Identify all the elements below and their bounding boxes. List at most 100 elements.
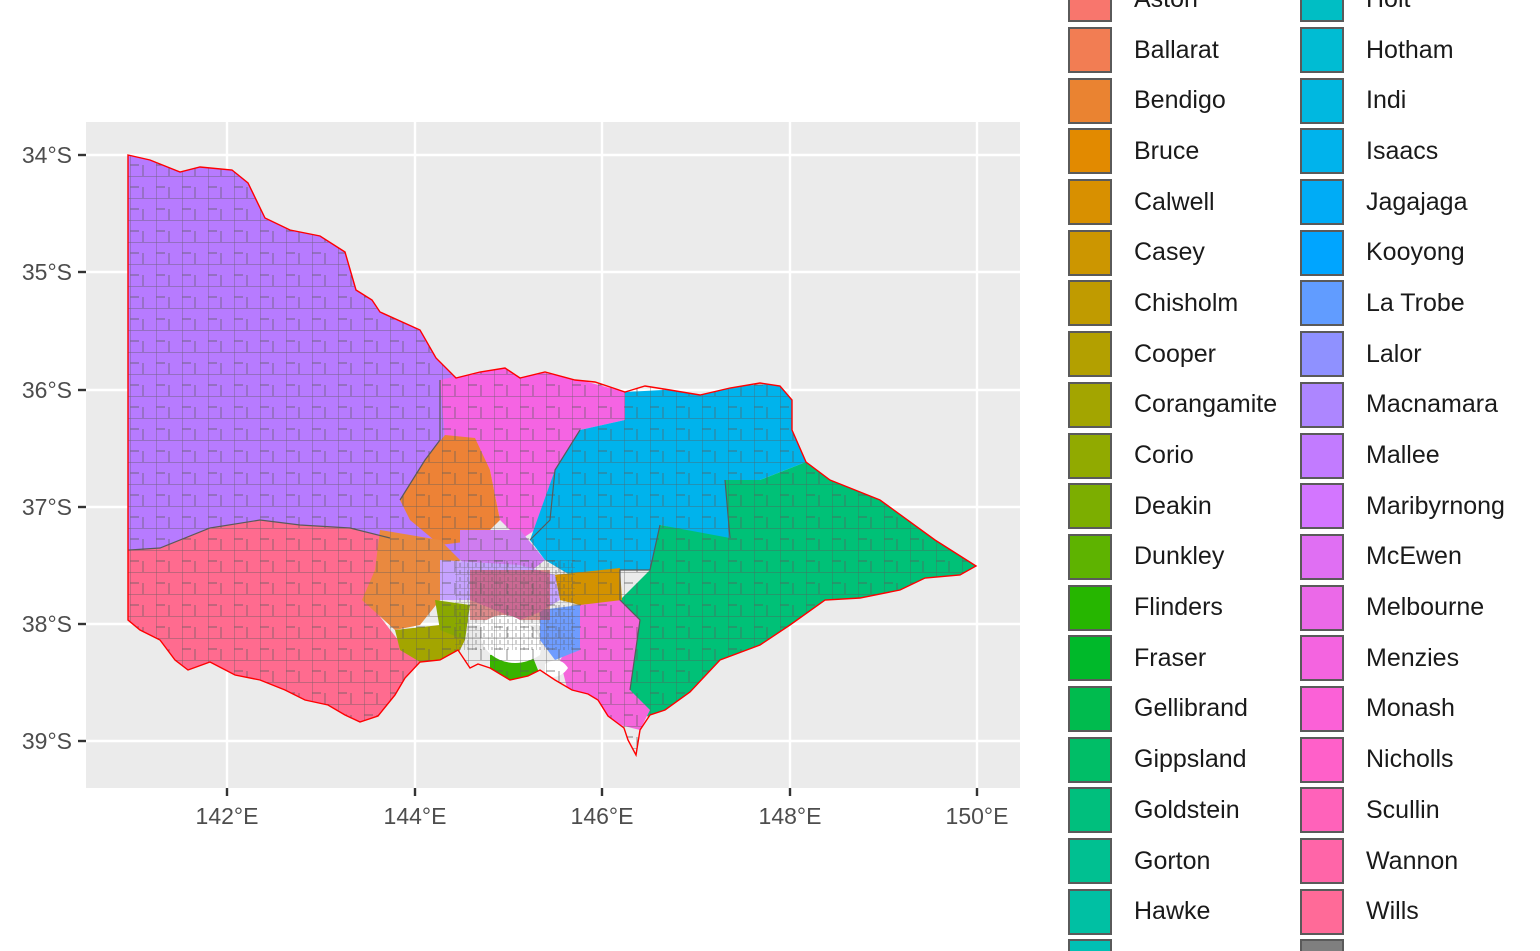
y-tick-label: 34°S [22, 142, 72, 168]
legend-item: Indi [1300, 75, 1505, 126]
legend-item: Lalor [1300, 329, 1505, 380]
legend-label: Indi [1366, 86, 1407, 115]
legend-swatch [1068, 280, 1112, 327]
legend-swatch [1300, 838, 1344, 885]
legend-swatch [1300, 128, 1344, 175]
legend-item: Corangamite [1068, 380, 1277, 431]
legend-label: Jagajaga [1366, 187, 1468, 216]
legend-item: Mallee [1300, 430, 1505, 481]
legend-swatch [1300, 381, 1344, 428]
legend-label: Mallee [1366, 441, 1440, 470]
legend-label: Lalor [1366, 339, 1422, 368]
legend-label: Hotham [1366, 35, 1454, 64]
legend-swatch [1300, 0, 1344, 23]
legend-item: Holt [1300, 0, 1505, 25]
legend-item: Bruce [1068, 126, 1277, 177]
legend-item: Jagajaga [1300, 177, 1505, 228]
legend-swatch [1300, 280, 1344, 327]
legend-label: Ballarat [1134, 35, 1219, 64]
legend-swatch [1300, 432, 1344, 479]
legend-item: Gorton [1068, 836, 1277, 887]
legend-swatch [1300, 483, 1344, 530]
legend-swatch [1068, 888, 1112, 935]
legend-item: Gellibrand [1068, 684, 1277, 735]
legend-swatch [1300, 736, 1344, 783]
legend-item: Ballarat [1068, 25, 1277, 76]
legend-label: Fraser [1134, 643, 1207, 672]
legend-item: Flinders [1068, 582, 1277, 633]
legend-item: Chisholm [1068, 278, 1277, 329]
legend-item: Hawke [1068, 886, 1277, 937]
legend-item: Maribyrnong [1300, 481, 1505, 532]
legend-item [1300, 937, 1505, 951]
legend-label: Menzies [1366, 643, 1460, 672]
y-tick-label: 36°S [22, 377, 72, 403]
legend-item: Corio [1068, 430, 1277, 481]
legend-swatch [1068, 635, 1112, 682]
legend-item: La Trobe [1300, 278, 1505, 329]
legend-swatch [1300, 229, 1344, 276]
electorate-boundaries [128, 380, 731, 691]
legend-swatch [1068, 533, 1112, 580]
legend-label: Holt [1366, 0, 1410, 14]
legend-item: Wannon [1300, 836, 1505, 887]
legend-swatch [1300, 787, 1344, 834]
legend-label: Aston [1134, 0, 1198, 14]
legend-label: Kooyong [1366, 238, 1465, 267]
legend-swatch [1068, 128, 1112, 175]
legend-label: Monash [1366, 694, 1455, 723]
legend-swatch [1300, 179, 1344, 226]
legend-swatch [1068, 381, 1112, 428]
legend: Aston Ballarat Bendigo Bruce Calwell Casey Chi… [1068, 0, 1540, 951]
legend-item: Dunkley [1068, 532, 1277, 583]
legend-column-2: Holt Hotham Indi Isaacs Jagajaga Kooyong La Tr… [1300, 0, 1505, 951]
legend-item: Scullin [1300, 785, 1505, 836]
legend-item: Monash [1300, 684, 1505, 735]
legend-label: Hawke [1134, 897, 1211, 926]
legend-item: Kooyong [1300, 227, 1505, 278]
legend-item: Fraser [1068, 633, 1277, 684]
legend-swatch [1300, 77, 1344, 124]
legend-item: Casey [1068, 227, 1277, 278]
x-tick-label: 146°E [571, 803, 634, 829]
legend-label: Gellibrand [1134, 694, 1248, 723]
legend-swatch [1300, 27, 1344, 74]
legend-label: McEwen [1366, 542, 1462, 571]
legend-label: Casey [1134, 238, 1205, 267]
legend-item: Aston [1068, 0, 1277, 25]
legend-label: Bruce [1134, 136, 1200, 165]
metro-boundaries [455, 560, 575, 650]
legend-item [1068, 937, 1277, 951]
legend-swatch [1068, 939, 1112, 951]
legend-swatch [1068, 27, 1112, 74]
legend-item: Calwell [1068, 177, 1277, 228]
legend-item: Cooper [1068, 329, 1277, 380]
legend-item: Melbourne [1300, 582, 1505, 633]
legend-swatch [1068, 685, 1112, 732]
legend-swatch [1300, 331, 1344, 378]
legend-label: Corio [1134, 441, 1194, 470]
legend-label: La Trobe [1366, 288, 1465, 317]
legend-item: Isaacs [1300, 126, 1505, 177]
legend-item: Goldstein [1068, 785, 1277, 836]
legend-item: Bendigo [1068, 75, 1277, 126]
legend-item: Deakin [1068, 481, 1277, 532]
legend-item: Hotham [1300, 25, 1505, 76]
legend-label: Scullin [1366, 795, 1440, 824]
legend-swatch [1300, 685, 1344, 732]
legend-label: Chisholm [1134, 288, 1239, 317]
legend-swatch [1068, 77, 1112, 124]
legend-swatch [1300, 533, 1344, 580]
legend-label: Cooper [1134, 339, 1216, 368]
legend-label: Deakin [1134, 491, 1212, 520]
legend-item: Wills [1300, 886, 1505, 937]
y-tick-label: 37°S [22, 494, 72, 520]
legend-swatch [1068, 229, 1112, 276]
legend-swatch [1068, 838, 1112, 885]
legend-swatch [1068, 331, 1112, 378]
legend-label: Bendigo [1134, 86, 1226, 115]
legend-label: Goldstein [1134, 795, 1240, 824]
x-tick-label: 142°E [196, 803, 259, 829]
legend-label: Wannon [1366, 846, 1459, 875]
legend-label: Flinders [1134, 593, 1223, 622]
